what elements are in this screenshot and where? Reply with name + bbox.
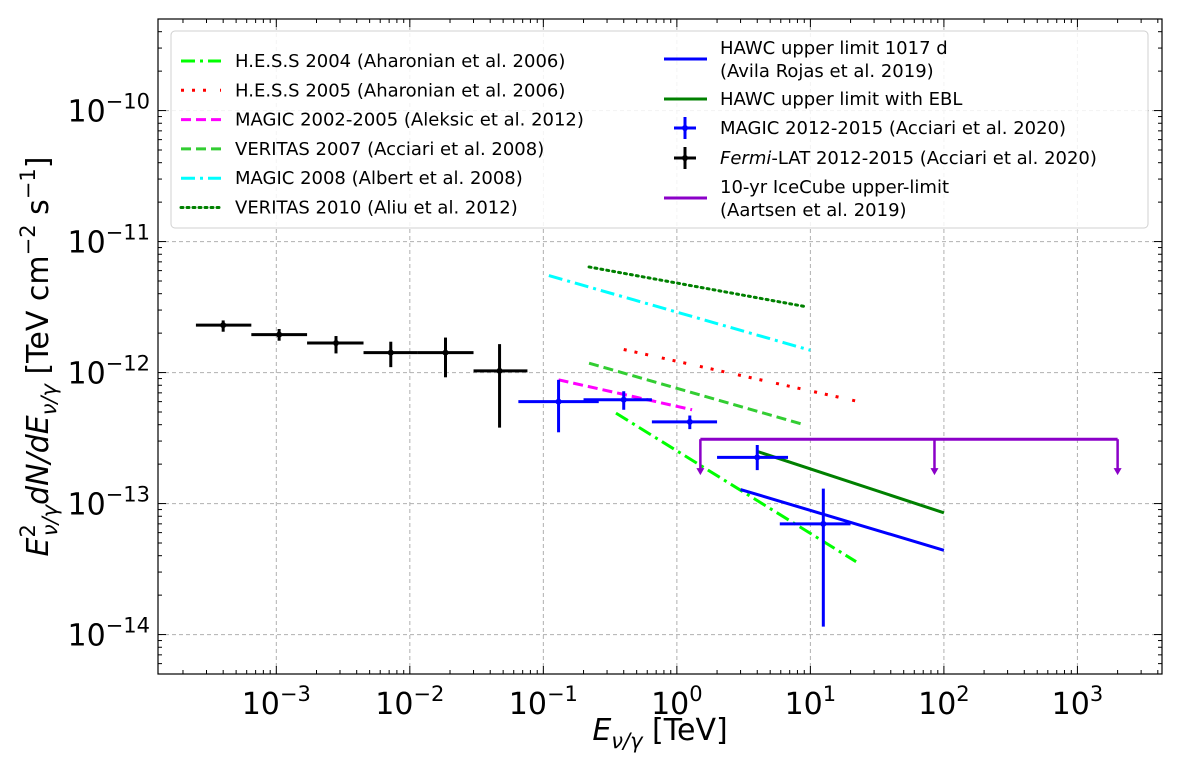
upper-limit-arrowhead (930, 468, 939, 476)
legend-swatch (682, 155, 688, 161)
x-tick-label: 10−2 (375, 682, 444, 722)
data-point (276, 331, 283, 338)
data-point (754, 454, 761, 461)
x-tick-label: 10−1 (509, 682, 578, 722)
y-axis-label: E2ν/γdN/dEν/γ [TeV cm−2 s−1] (16, 157, 62, 557)
series-line (588, 361, 805, 427)
series-line (587, 265, 806, 308)
data-point (442, 349, 449, 356)
series-line (548, 274, 811, 352)
legend-entry-label: VERITAS 2010 (Aliu et al. 2012) (235, 198, 518, 219)
x-tick-label: 10−3 (242, 682, 311, 722)
legend-entry-label: H.E.S.S 2005 (Aharonian et al. 2006) (235, 80, 565, 101)
series-line (623, 348, 860, 404)
y-tick-label: 10−12 (67, 352, 150, 392)
legend-entry-label: 10-yr IceCube upper-limit (720, 177, 949, 198)
y-tick-label: 10−10 (67, 90, 150, 130)
axes: 10−3 10−2 10−1 100 101 102 103 10−10 10−11 10−12 1… (67, 18, 1163, 722)
plot-frame (157, 18, 1163, 675)
legend-box (170, 30, 1149, 229)
data-point (333, 340, 340, 347)
legend-entry-label: HAWC upper limit with EBL (720, 89, 962, 110)
plot-data (195, 265, 1122, 627)
series-line (615, 411, 857, 563)
data-point (387, 349, 394, 356)
x-axis-label: Eν/γ [TeV] (592, 713, 727, 753)
legend-entry-label: MAGIC 2012-2015 (Acciari et al. 2020) (720, 118, 1066, 139)
x-tick-label: 100 (651, 682, 703, 722)
x-tick-label: 101 (785, 682, 837, 722)
y-tick-label: 10−11 (67, 221, 150, 261)
legend-swatch (682, 125, 688, 131)
series-line (558, 378, 693, 412)
legend-entry-label: MAGIC 2002-2005 (Aleksic et al. 2012) (235, 110, 584, 131)
upper-limit-arrowhead (696, 468, 705, 476)
legend-entry-label: (Avila Rojas et al. 2019) (720, 61, 934, 82)
legend-entry-label: Fermi-LAT 2012-2015 (Acciari et al. 2020… (720, 148, 1097, 169)
data-point (620, 396, 627, 403)
series-line (756, 450, 945, 515)
y-tick-label: 10−13 (67, 483, 150, 523)
series-line (740, 488, 945, 552)
legend: H.E.S.S 2004 (Aharonian et al. 2006) H.E.… (170, 30, 1149, 229)
legend-entry-label: VERITAS 2007 (Acciari et al. 2008) (235, 139, 544, 160)
legend-entry-label: (Aartsen et al. 2019) (720, 200, 907, 221)
data-point (496, 367, 503, 374)
legend-entry-label: HAWC upper limit 1017 d (720, 38, 948, 59)
data-point (820, 520, 827, 527)
y-tick-label: 10−14 (67, 614, 150, 654)
x-tick-label: 102 (918, 682, 970, 722)
data-point (220, 322, 227, 329)
upper-limit-arrowhead (1113, 468, 1122, 476)
axis-labels: Eν/γ [TeV] E2ν/γdN/dEν/γ [TeV cm−2 s−1] (16, 157, 728, 753)
legend-entry-label: H.E.S.S 2004 (Aharonian et al. 2006) (235, 51, 565, 72)
legend-entry-label: MAGIC 2008 (Albert et al. 2008) (235, 168, 523, 189)
data-point (686, 418, 693, 425)
x-tick-label: 103 (1052, 682, 1104, 722)
data-point (555, 398, 562, 405)
